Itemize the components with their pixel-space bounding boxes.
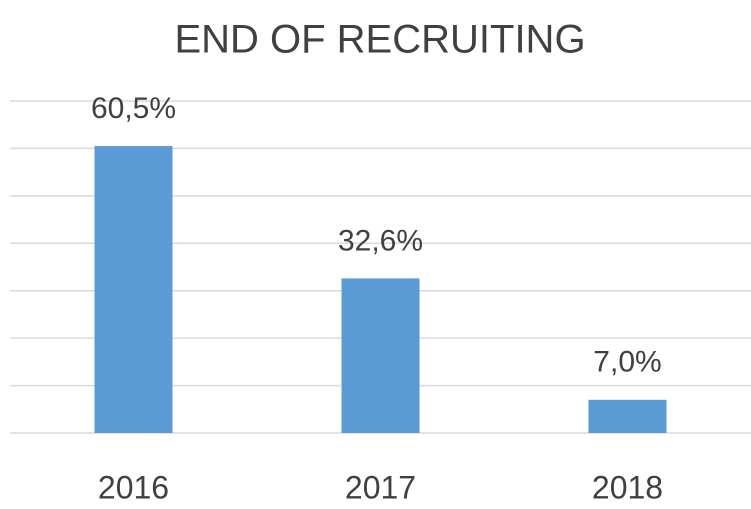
data-label: 7,0% [593,346,661,379]
data-label: 60,5% [91,92,176,125]
chart-title: END OF RECRUITING [174,18,585,62]
x-tick-label: 2018 [592,469,663,505]
bar [94,146,173,434]
x-tick-label: 2017 [345,469,416,505]
data-label: 32,6% [338,224,423,257]
x-tick-label: 2016 [98,469,169,505]
bar [341,278,420,433]
bar [588,399,667,433]
